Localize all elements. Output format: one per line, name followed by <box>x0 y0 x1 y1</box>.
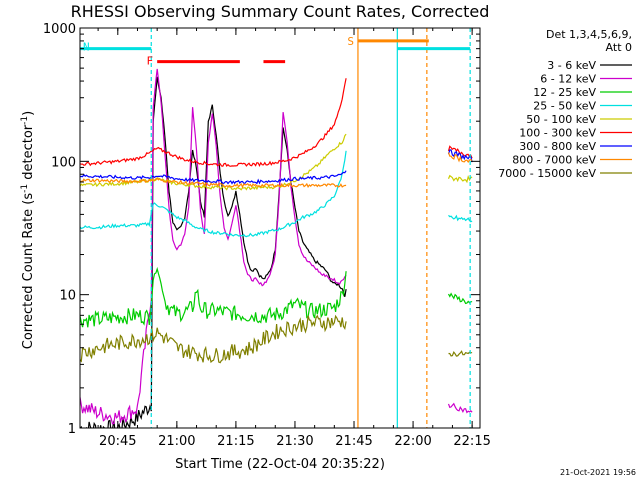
y-axis-label-sup1: -1 <box>20 184 30 193</box>
late-segment-1 <box>448 214 473 223</box>
legend-entry-label: 12 - 25 keV <box>533 86 596 99</box>
late-segment-4 <box>447 149 473 163</box>
generation-timestamp: 21-Oct-2021 19:56 <box>560 468 636 477</box>
y-axis-label: Corrected Count Rate (s-1 detector-1) <box>20 111 36 349</box>
y-axis-label-sup2: -1 <box>20 116 30 125</box>
plot-frame <box>79 27 481 429</box>
series-line-8 <box>80 314 347 364</box>
flag-label-N: N <box>83 41 90 54</box>
x-axis-label: Start Time (22-Oct-04 20:35:22) <box>175 457 385 472</box>
y-tick-label: 1000 <box>43 22 76 37</box>
x-tick-label: 21:30 <box>276 434 313 449</box>
legend-entry-label: 100 - 300 keV <box>519 127 596 140</box>
y-tick-label: 100 <box>51 155 76 170</box>
y-axis: 1 10 100 1000 <box>43 22 480 437</box>
flag-label-F: F <box>147 55 154 68</box>
series-line-5 <box>80 78 347 168</box>
x-tick-label: 22:00 <box>394 434 431 449</box>
x-tick-label: 20:45 <box>99 434 136 449</box>
legend-header-line1: Det 1,3,4,5,6,9, <box>546 28 632 41</box>
legend-entry-label: 50 - 100 keV <box>526 113 596 126</box>
late-segment-5 <box>447 152 473 164</box>
series-line-0 <box>80 76 347 428</box>
y-tick-label: 10 <box>59 289 76 304</box>
plot-area: N F S <box>80 28 473 428</box>
series-line-4 <box>80 133 347 191</box>
series-line-2 <box>80 266 347 328</box>
series-line-1 <box>80 68 347 425</box>
y-axis-label-main: Corrected Count Rate (s <box>21 193 36 350</box>
y-axis-label-end: ) <box>21 111 36 116</box>
x-axis: 20:45 21:00 21:15 21:30 21:45 22:00 22:15 <box>97 28 491 449</box>
late-segment-6 <box>448 350 473 357</box>
legend-entry-label: 7000 - 15000 keV <box>498 167 596 180</box>
y-axis-label-mid: detector <box>21 124 36 184</box>
x-tick-label: 22:15 <box>453 434 490 449</box>
series-line-6 <box>80 170 347 185</box>
x-tick-label: 21:45 <box>335 434 372 449</box>
series-line-3 <box>80 150 347 238</box>
x-tick-label: 21:15 <box>217 434 254 449</box>
chart-title: RHESSI Observing Summary Count Rates, Co… <box>71 2 490 21</box>
legend-entry-label: 3 - 6 keV <box>547 59 596 72</box>
legend-entry-label: 6 - 12 keV <box>540 73 596 86</box>
legend-header-line2: Att 0 <box>606 41 632 54</box>
legend-entry-label: 300 - 800 keV <box>519 140 596 153</box>
legend-entry-label: 25 - 50 keV <box>533 100 596 113</box>
flag-label-S: S <box>347 35 354 48</box>
x-tick-label: 21:00 <box>158 434 195 449</box>
late-segment-2 <box>447 174 473 184</box>
series-line-7 <box>80 177 347 189</box>
late-segment-0 <box>447 292 473 305</box>
legend-entry-label: 800 - 7000 keV <box>512 154 596 167</box>
y-tick-label: 1 <box>68 422 76 437</box>
late-segment-7 <box>447 402 473 414</box>
